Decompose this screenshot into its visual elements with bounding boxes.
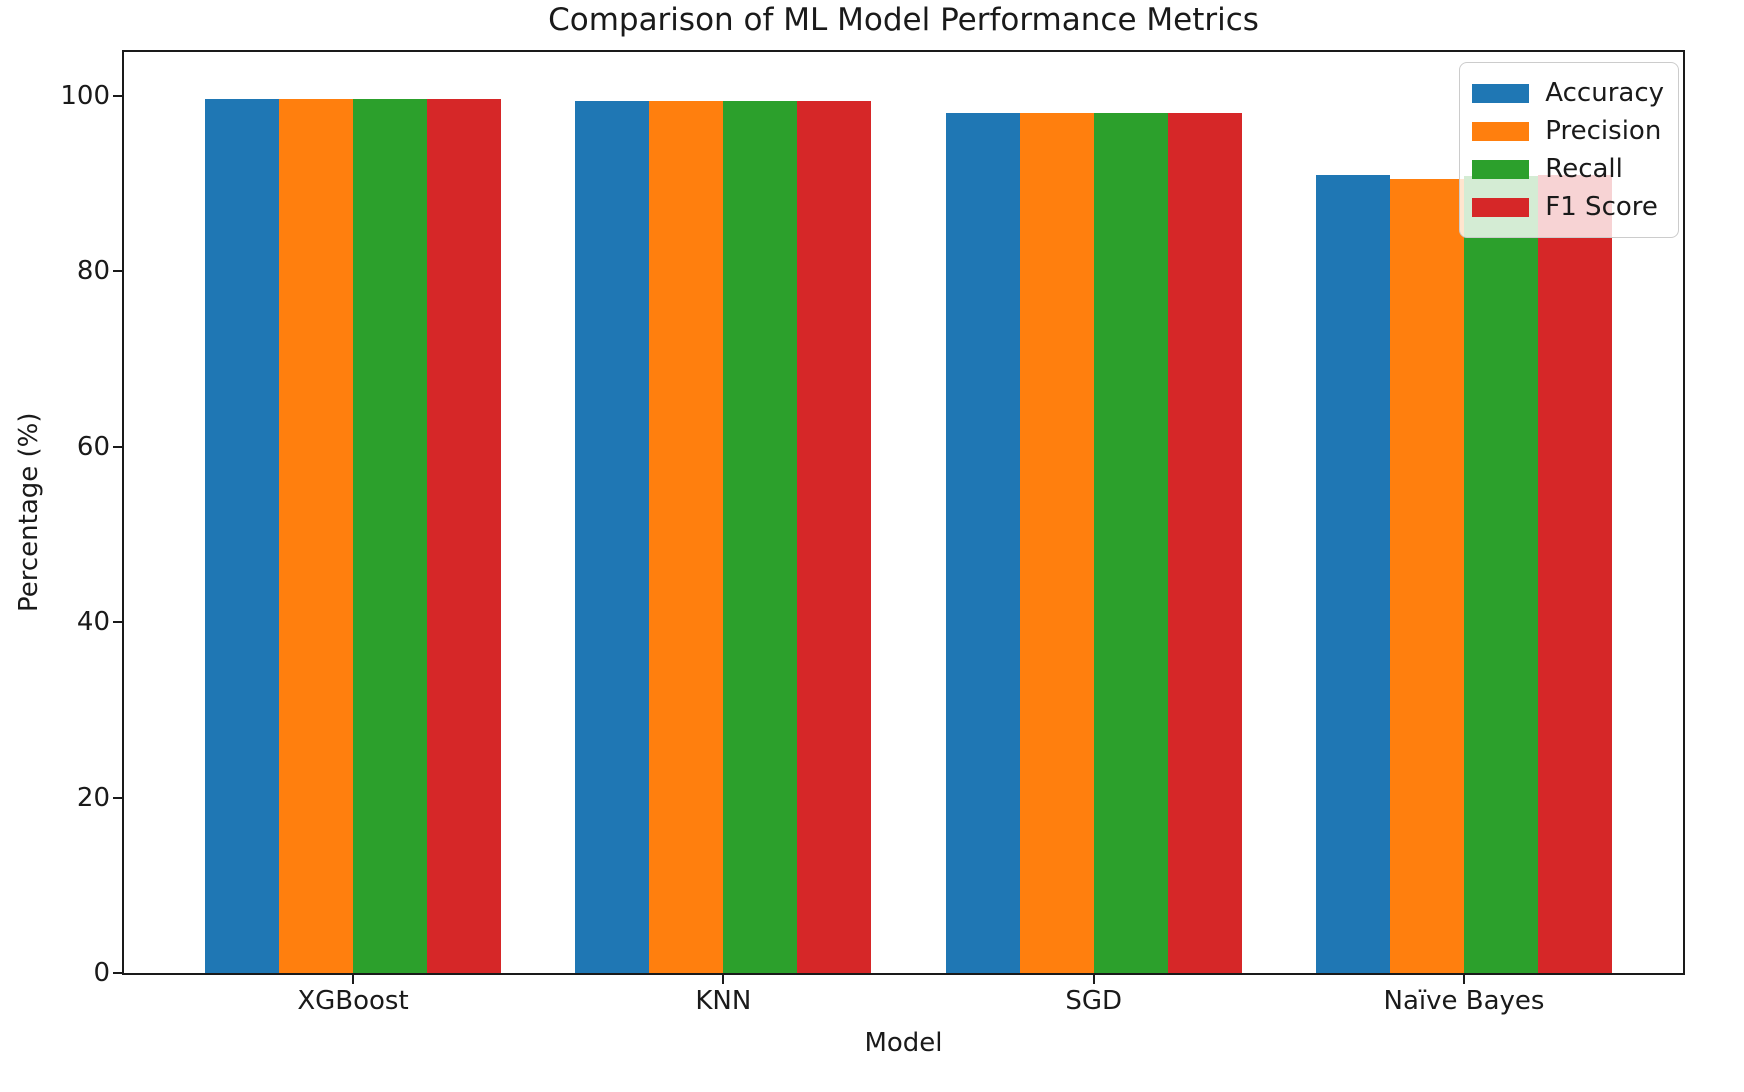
legend-swatch-precision bbox=[1472, 121, 1530, 141]
y-tick-mark bbox=[113, 621, 122, 624]
legend-label: Accuracy bbox=[1545, 78, 1664, 108]
legend: Accuracy Precision Recall F1 Score bbox=[1459, 62, 1679, 238]
bar-recall bbox=[1093, 113, 1168, 973]
bar-f1-score bbox=[427, 98, 501, 973]
y-tick-mark bbox=[113, 445, 122, 448]
bar-f1-score bbox=[797, 101, 872, 973]
x-axis-label: Model bbox=[864, 1028, 943, 1058]
legend-row: Accuracy bbox=[1472, 75, 1664, 111]
chart-title: Comparison of ML Model Performance Metri… bbox=[548, 2, 1259, 38]
x-tick-mark bbox=[1462, 975, 1465, 984]
y-tick-label: 60 bbox=[76, 431, 110, 462]
y-tick-mark bbox=[113, 270, 122, 273]
x-tick-mark bbox=[1092, 975, 1095, 984]
y-tick-label: 80 bbox=[76, 256, 110, 287]
y-tick-mark bbox=[113, 796, 122, 799]
bar-accuracy bbox=[945, 113, 1020, 973]
y-tick-mark bbox=[113, 972, 122, 974]
bar-recall bbox=[723, 101, 798, 973]
bar-accuracy bbox=[205, 98, 279, 973]
legend-label: Recall bbox=[1545, 154, 1623, 184]
bar-precision bbox=[279, 98, 353, 973]
bar-accuracy bbox=[575, 101, 650, 973]
legend-label: F1 Score bbox=[1545, 192, 1658, 222]
x-tick-label: SGD bbox=[1065, 986, 1122, 1016]
y-axis-label: Percentage (%) bbox=[14, 412, 44, 613]
bar-precision bbox=[1389, 179, 1464, 973]
x-tick-mark bbox=[722, 975, 725, 984]
legend-row: Precision bbox=[1472, 113, 1664, 149]
plot-area: Accuracy Precision Recall F1 Score bbox=[122, 50, 1685, 975]
y-tick-label: 0 bbox=[93, 958, 110, 988]
x-tick-label: XGBoost bbox=[297, 986, 409, 1016]
x-tick-label: Naïve Bayes bbox=[1383, 986, 1545, 1016]
x-tick-label: KNN bbox=[695, 986, 752, 1016]
legend-row: F1 Score bbox=[1472, 189, 1664, 225]
legend-row: Recall bbox=[1472, 151, 1664, 187]
x-tick-mark bbox=[352, 975, 354, 984]
legend-swatch-accuracy bbox=[1472, 83, 1530, 103]
legend-swatch-f1-score bbox=[1472, 197, 1530, 217]
bar-precision bbox=[649, 101, 724, 973]
y-tick-label: 40 bbox=[76, 607, 110, 638]
bar-accuracy bbox=[1315, 174, 1390, 973]
y-tick-label: 100 bbox=[60, 80, 110, 111]
bar-precision bbox=[1019, 113, 1094, 973]
legend-label: Precision bbox=[1545, 116, 1662, 146]
legend-swatch-recall bbox=[1472, 159, 1530, 179]
y-tick-mark bbox=[113, 94, 122, 97]
bar-recall bbox=[353, 98, 427, 973]
bar-f1-score bbox=[1167, 113, 1242, 973]
bar-recall bbox=[1463, 175, 1538, 973]
bar-f1-score bbox=[1537, 174, 1612, 973]
y-tick-label: 20 bbox=[76, 782, 110, 813]
